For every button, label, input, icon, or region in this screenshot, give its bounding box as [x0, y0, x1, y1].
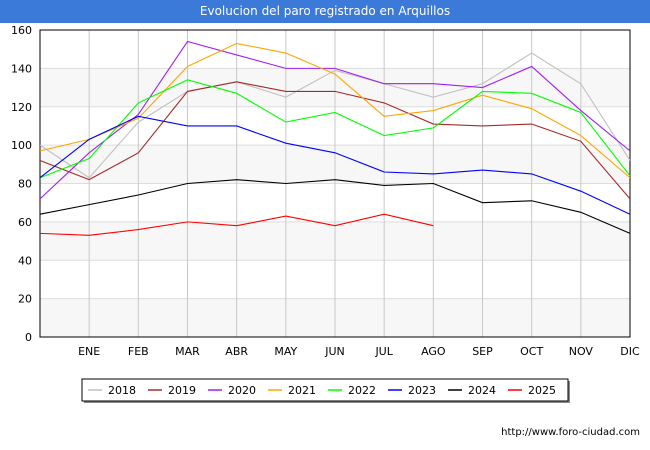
series-line-2019: [39, 81, 631, 200]
plot-border: [39, 29, 631, 338]
y-tick-label: 40: [18, 254, 32, 267]
legend-label: 2019: [168, 384, 196, 397]
series-line-2025: [39, 213, 434, 236]
series-line-2022: [39, 79, 631, 179]
y-tick-label: 140: [11, 62, 32, 75]
legend-label: 2020: [228, 384, 256, 397]
x-tick-label: AGO: [421, 345, 446, 358]
series-line-2024: [39, 179, 631, 234]
x-tick-label: JUL: [374, 345, 393, 358]
y-tick-label: 60: [18, 216, 32, 229]
x-tick-label: NOV: [569, 345, 594, 358]
x-tick-label: ENE: [78, 345, 100, 358]
x-tick-label: FEB: [128, 345, 149, 358]
x-tick-label: OCT: [520, 345, 543, 358]
legend-box: [81, 378, 569, 402]
legend-label: 2025: [528, 384, 556, 397]
x-tick-label: ABR: [225, 345, 248, 358]
y-tick-label: 0: [25, 331, 32, 344]
x-tick-label: MAY: [274, 345, 297, 358]
legend-label: 2021: [288, 384, 316, 397]
y-tick-label: 80: [18, 178, 32, 191]
y-tick-label: 120: [11, 101, 32, 114]
y-tick-label: 20: [18, 293, 32, 306]
x-tick-label: SEP: [472, 345, 493, 358]
series-line-2020: [39, 40, 631, 200]
x-tick-label: JUN: [324, 345, 345, 358]
series-line-2021: [39, 42, 631, 179]
chart-title: Evolucion del paro registrado en Arquill…: [0, 0, 650, 23]
x-tick-label: MAR: [175, 345, 200, 358]
series-line-2023: [39, 115, 631, 215]
y-tick-label: 160: [11, 24, 32, 37]
legend-label: 2023: [408, 384, 436, 397]
y-tick-label: 100: [11, 139, 32, 152]
legend-label: 2024: [468, 384, 496, 397]
series-line-2018: [39, 52, 631, 179]
footer-url[interactable]: http://www.foro-ciudad.com: [501, 427, 640, 438]
legend-label: 2022: [348, 384, 376, 397]
x-tick-label: DIC: [620, 345, 640, 358]
legend-label: 2018: [108, 384, 136, 397]
